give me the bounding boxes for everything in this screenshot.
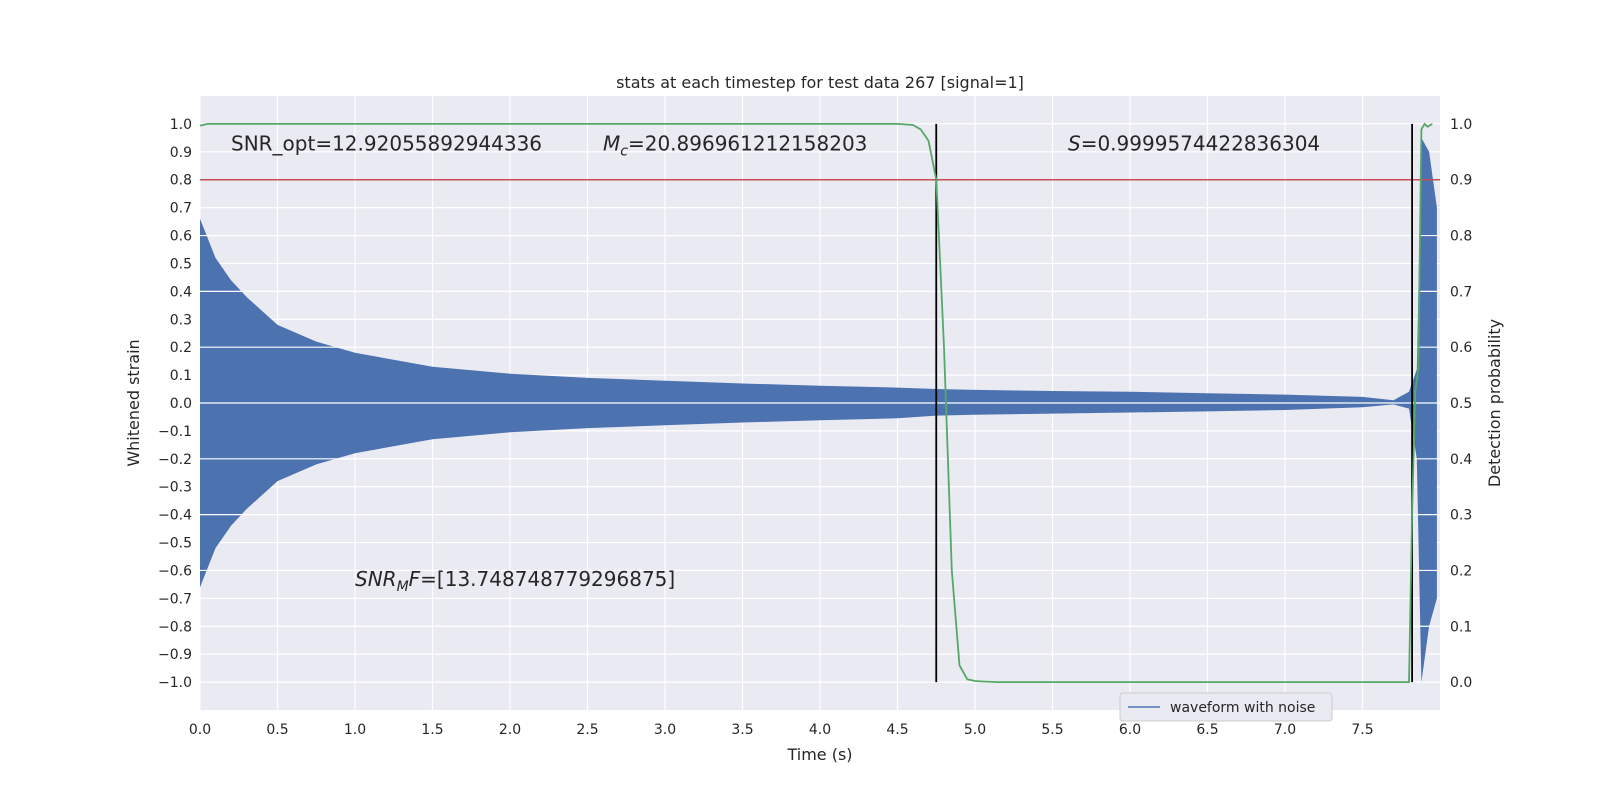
y-tick-label: −0.9 bbox=[158, 647, 192, 663]
y2-tick-label: 1.0 bbox=[1450, 117, 1472, 133]
annotation: SNR_opt=12.92055892944336 bbox=[231, 131, 542, 155]
y-tick-label: −0.5 bbox=[158, 536, 192, 552]
x-tick-label: 6.5 bbox=[1196, 722, 1218, 738]
ticks: 0.0 0.5 1.0 1.5 2.0 2.5 3.0 3.5 4.0 4.5 5.0 5.5 6.0 6… bbox=[158, 117, 1472, 738]
y2-tick-label: 0.2 bbox=[1450, 563, 1472, 579]
annotation-subscript: M bbox=[397, 579, 409, 595]
y-tick-label: 0.8 bbox=[170, 173, 192, 189]
y-tick-label: 0.7 bbox=[170, 201, 192, 217]
x-tick-label: 6.0 bbox=[1119, 722, 1141, 738]
waveform-envelope bbox=[200, 137, 1437, 683]
x-axis-label: Time (s) bbox=[786, 745, 852, 764]
y-tick-label: 0.5 bbox=[170, 256, 192, 272]
x-tick-label: 4.0 bbox=[809, 722, 831, 738]
x-tick-label: 4.5 bbox=[886, 722, 908, 738]
y-tick-label: −0.2 bbox=[158, 452, 192, 468]
y-tick-label: −0.7 bbox=[158, 591, 192, 607]
y-tick-label: 0.6 bbox=[170, 229, 192, 245]
x-tick-label: 1.5 bbox=[421, 722, 443, 738]
y-tick-label: −1.0 bbox=[158, 675, 192, 691]
annotation: Mc=20.896961212158203 bbox=[603, 131, 867, 159]
y2-tick-label: 0.6 bbox=[1450, 340, 1472, 356]
annotation: SNRMF=[13.748748779296875] bbox=[355, 567, 675, 595]
x-tick-label: 7.0 bbox=[1274, 722, 1296, 738]
annotation-symbol: M bbox=[603, 131, 620, 155]
detection-probability-series bbox=[199, 122, 1433, 683]
y2-tick-label: 0.9 bbox=[1450, 173, 1472, 189]
y2-tick-label: 0.4 bbox=[1450, 452, 1472, 468]
annotation-symbol-suffix: F bbox=[409, 567, 421, 591]
y-tick-label: 1.0 bbox=[170, 117, 192, 133]
annotation-symbol: SNR bbox=[355, 567, 397, 591]
legend: waveform with noise bbox=[1119, 692, 1333, 722]
annotation-value: =20.896961212158203 bbox=[628, 131, 867, 155]
y2-tick-label: 0.3 bbox=[1450, 508, 1472, 524]
y2-tick-label: 0.5 bbox=[1450, 396, 1472, 412]
x-tick-label: 3.5 bbox=[731, 722, 753, 738]
y2-tick-label: 0.7 bbox=[1450, 284, 1472, 300]
annotation-subscript: c bbox=[620, 143, 628, 159]
x-tick-label: 0.5 bbox=[266, 722, 288, 738]
y2-tick-label: 0.1 bbox=[1450, 619, 1472, 635]
y-tick-label: 0.9 bbox=[170, 145, 192, 161]
x-tick-label: 5.5 bbox=[1041, 722, 1063, 738]
y2-axis-label: Detection probability bbox=[1485, 319, 1504, 487]
y-tick-label: −0.4 bbox=[158, 508, 192, 524]
x-tick-label: 5.0 bbox=[964, 722, 986, 738]
chart-lines bbox=[199, 122, 1440, 683]
x-tick-label: 1.0 bbox=[344, 722, 366, 738]
y2-tick-label: 0.0 bbox=[1450, 675, 1472, 691]
y-tick-label: 0.0 bbox=[170, 396, 192, 412]
annotation-value: =0.9999574422836304 bbox=[1081, 131, 1320, 155]
legend-entry: waveform with noise bbox=[1170, 700, 1315, 716]
chart-title: stats at each timestep for test data 267… bbox=[616, 73, 1024, 92]
y-tick-label: 0.2 bbox=[170, 340, 192, 356]
annotations: SNR_opt=12.92055892944336 Mc=20.896961212… bbox=[231, 131, 1320, 594]
y-tick-label: −0.1 bbox=[158, 424, 192, 440]
waveform-with-noise-series bbox=[200, 137, 1437, 683]
legend-box bbox=[1119, 692, 1333, 722]
y-tick-label: 0.3 bbox=[170, 312, 192, 328]
y-tick-label: 0.1 bbox=[170, 368, 192, 384]
y-tick-label: 0.4 bbox=[170, 284, 192, 300]
y-axis-label: Whitened strain bbox=[124, 339, 143, 466]
x-tick-label: 2.5 bbox=[576, 722, 598, 738]
y2-tick-label: 0.8 bbox=[1450, 229, 1472, 245]
x-tick-label: 0.0 bbox=[189, 722, 211, 738]
y-tick-label: −0.6 bbox=[158, 563, 192, 579]
y-tick-label: −0.3 bbox=[158, 480, 192, 496]
x-tick-label: 3.0 bbox=[654, 722, 676, 738]
x-tick-label: 2.0 bbox=[499, 722, 521, 738]
annotation-symbol: S bbox=[1068, 131, 1081, 155]
annotation: S=0.9999574422836304 bbox=[1068, 131, 1320, 155]
y-tick-label: −0.8 bbox=[158, 619, 192, 635]
x-tick-label: 7.5 bbox=[1351, 722, 1373, 738]
annotation-value: =[13.748748779296875] bbox=[420, 567, 675, 591]
